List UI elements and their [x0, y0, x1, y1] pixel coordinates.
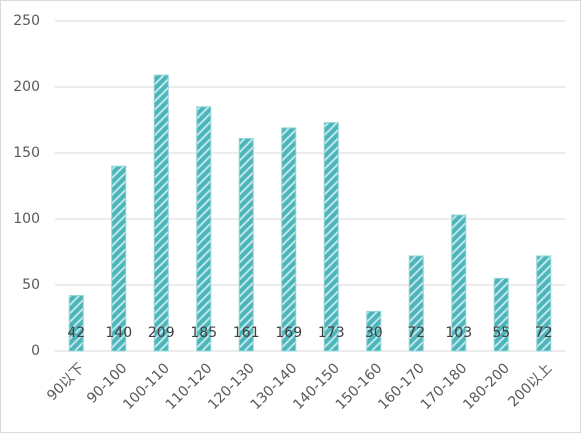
- bar: [536, 255, 552, 352]
- value-label: 55: [492, 325, 510, 341]
- bar: [153, 74, 169, 352]
- y-tick-label: 150: [13, 145, 40, 161]
- x-tick-label: 90以下: [44, 360, 88, 404]
- value-label: 209: [148, 325, 175, 341]
- value-label: 173: [318, 325, 345, 341]
- bar: [68, 295, 84, 352]
- value-label: 140: [105, 325, 132, 341]
- y-tick-label: 250: [13, 13, 40, 29]
- bar: [196, 106, 212, 352]
- value-label: 42: [67, 325, 85, 341]
- bar: [451, 214, 467, 352]
- x-tick-label: 180-200: [460, 360, 513, 413]
- bar: [366, 310, 382, 352]
- value-label: 103: [445, 325, 472, 341]
- bar: [408, 255, 424, 352]
- bar: [281, 127, 297, 352]
- x-tick-label: 200以上: [505, 360, 555, 410]
- value-label: 169: [275, 325, 302, 341]
- y-tick-label: 50: [22, 277, 40, 293]
- bar: [238, 137, 254, 352]
- y-tick-label: 100: [13, 211, 40, 227]
- bar: [493, 277, 509, 352]
- bar: [111, 165, 127, 352]
- value-label: 161: [233, 325, 260, 341]
- value-label: 72: [407, 325, 425, 341]
- y-tick-label: 200: [13, 79, 40, 95]
- bar: [323, 122, 339, 352]
- value-label: 72: [535, 325, 553, 341]
- y-tick-label: 0: [31, 343, 40, 359]
- value-label: 30: [365, 325, 383, 341]
- value-label: 185: [190, 325, 217, 341]
